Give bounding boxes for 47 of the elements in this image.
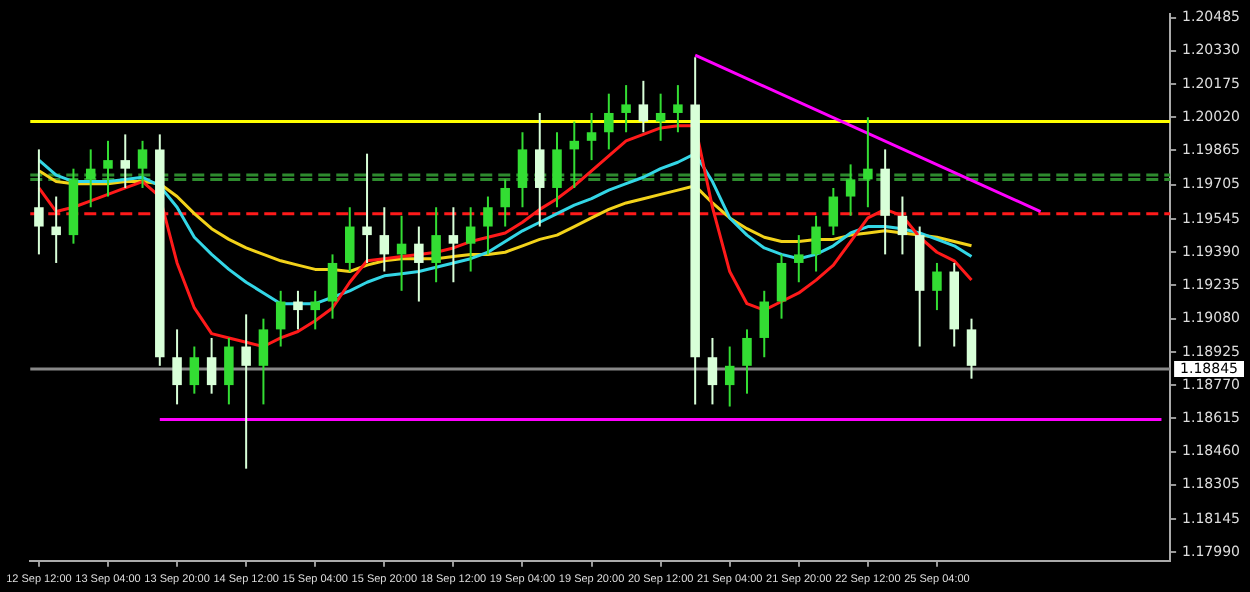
candlestick xyxy=(293,289,303,331)
candlestick xyxy=(241,313,251,470)
candlestick xyxy=(500,178,510,228)
candlestick xyxy=(362,152,372,264)
candlestick xyxy=(638,79,649,134)
candlestick xyxy=(897,195,908,256)
candlestick xyxy=(414,225,424,303)
candlestick xyxy=(655,92,666,142)
candlestick xyxy=(724,345,735,408)
candlestick xyxy=(811,214,821,273)
candlestick xyxy=(534,111,545,228)
candlestick xyxy=(120,133,131,189)
candlestick xyxy=(189,345,200,395)
candlestick xyxy=(552,131,562,209)
candlestick xyxy=(379,206,390,273)
candlestick xyxy=(863,116,873,209)
candlestick xyxy=(206,336,217,395)
candlestick xyxy=(275,289,286,348)
candlestick xyxy=(224,336,234,406)
candlestick xyxy=(137,139,148,189)
candlestick xyxy=(431,206,441,284)
candlestick xyxy=(794,234,804,284)
candlestick xyxy=(673,84,683,134)
candlestick xyxy=(345,206,355,273)
candlestick xyxy=(742,328,752,395)
candlestick xyxy=(34,148,44,256)
candlestick xyxy=(845,163,856,217)
candlestick xyxy=(258,317,269,406)
candlestick xyxy=(51,195,61,264)
candlestick xyxy=(776,253,787,320)
candlestick xyxy=(932,261,942,312)
candlestick xyxy=(310,289,320,331)
candlestick xyxy=(172,328,182,406)
candlestick xyxy=(621,84,631,134)
candlestick xyxy=(759,289,770,359)
candlestick xyxy=(880,148,890,256)
candlestick xyxy=(103,139,113,198)
candlestick xyxy=(707,336,718,406)
candlestick xyxy=(327,253,338,320)
candlestick xyxy=(586,111,597,162)
candlestick xyxy=(517,131,528,209)
candlestick xyxy=(448,206,459,284)
candlestick xyxy=(604,92,614,151)
candlestick xyxy=(483,195,493,256)
candlestick xyxy=(465,206,476,273)
candlestick xyxy=(828,186,839,237)
candlestick xyxy=(966,317,977,380)
